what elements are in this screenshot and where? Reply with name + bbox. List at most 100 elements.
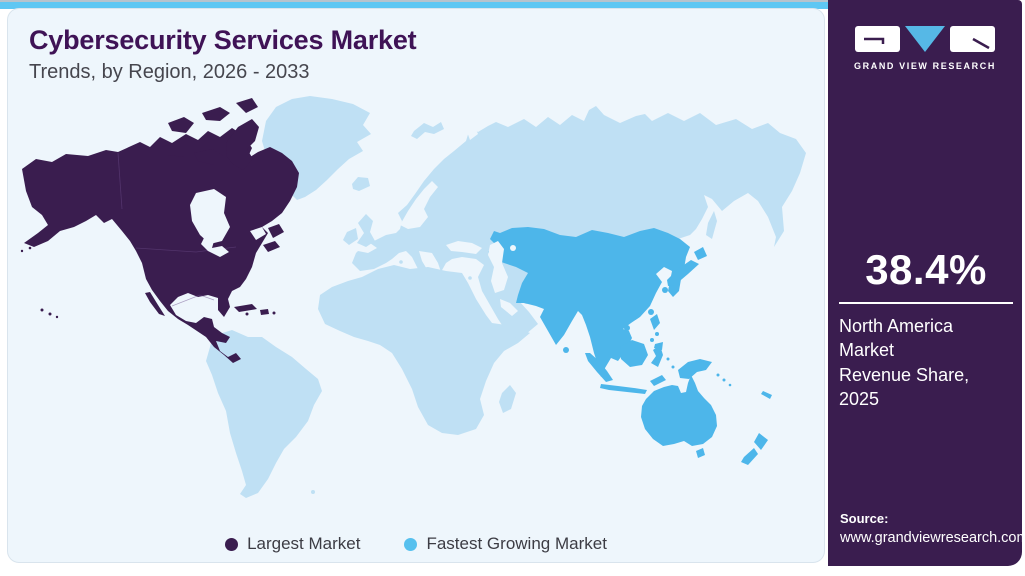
apac-mainland <box>488 227 690 377</box>
victoria-island <box>194 149 224 165</box>
baltic-sea <box>400 181 438 229</box>
brand-logo: GRAND VIEW RESEARCH <box>828 26 1022 71</box>
philippines-palawan <box>650 338 654 342</box>
caspian-sea <box>488 241 508 293</box>
arctic-island-1 <box>168 117 194 133</box>
puerto-rico <box>272 311 276 315</box>
africa <box>318 265 530 435</box>
cyprus <box>468 276 472 280</box>
south-america <box>206 330 322 498</box>
sumatra <box>585 353 613 382</box>
logo-g-mark <box>864 37 885 44</box>
white-sea <box>466 125 478 140</box>
legend-item-largest: Largest Market <box>225 534 360 554</box>
stat-label-line1: North America Market <box>839 316 954 361</box>
solomons-3 <box>728 383 732 387</box>
uk <box>357 214 375 247</box>
logo-r-block <box>950 26 995 52</box>
nz-south-island <box>741 448 758 465</box>
region-rest-of-world <box>206 96 806 498</box>
region-asia-pacific <box>488 227 772 465</box>
baffin-island <box>226 119 259 170</box>
source-label: Source: <box>840 511 889 526</box>
baja-california <box>145 292 165 316</box>
legend-label-fastest: Fastest Growing Market <box>426 534 607 553</box>
sakhalin <box>706 211 717 239</box>
borneo <box>620 340 648 367</box>
hudson-bay <box>190 189 230 244</box>
jamaica <box>245 312 249 316</box>
aleutian-1 <box>28 246 32 250</box>
region-north-america <box>20 98 299 363</box>
new-guinea <box>678 359 712 379</box>
page-title: Cybersecurity Services Market <box>29 25 417 55</box>
stat-label-line2: Revenue Share, 2025 <box>839 364 970 409</box>
nova-scotia <box>263 241 280 252</box>
legend: Largest Market Fastest Growing Market <box>8 534 824 554</box>
hawaii-1 <box>40 308 44 312</box>
philippines-visayas <box>655 332 659 336</box>
legend-label-largest: Largest Market <box>247 534 361 553</box>
solomons-1 <box>716 373 720 377</box>
eurasia <box>352 106 806 339</box>
svalbard <box>411 122 444 139</box>
hawaii-2 <box>48 312 52 316</box>
stat-label: North America Market Revenue Share, 2025 <box>839 314 1013 411</box>
japan-kyushu <box>662 287 668 293</box>
legend-item-fastest: Fastest Growing Market <box>404 534 607 554</box>
taiwan <box>648 309 654 315</box>
gvr-logo-icon <box>828 26 1022 52</box>
stat-divider <box>839 302 1013 304</box>
gulf-st-lawrence <box>250 227 266 240</box>
north-america-mainland <box>22 128 299 363</box>
great-lakes <box>201 238 229 257</box>
source-block: Source: www.grandviewresearch.com <box>840 511 1025 546</box>
hawaii-3 <box>55 315 59 319</box>
lake-balkhash <box>510 245 516 251</box>
stat-value: 38.4% <box>865 246 987 293</box>
persian-gulf <box>500 299 518 316</box>
world-map <box>20 96 806 498</box>
nz-north-island <box>754 433 768 450</box>
philippines-luzon <box>650 314 660 330</box>
moluccas-1 <box>666 357 670 361</box>
ellesmere <box>236 98 258 113</box>
logo-g-block <box>855 26 900 52</box>
hispaniola <box>260 309 269 315</box>
madagascar <box>499 385 516 413</box>
australia <box>641 375 717 446</box>
sidebar: GRAND VIEW RESEARCH 38.4% North America … <box>828 0 1025 566</box>
japan-hokkaido <box>694 247 707 260</box>
new-caledonia <box>761 391 772 399</box>
sardinia <box>398 268 404 274</box>
corsica <box>399 260 403 264</box>
source-url: www.grandviewresearch.com <box>840 530 1025 546</box>
legend-dot-fastest <box>404 537 418 551</box>
tasmania <box>696 448 705 458</box>
top-accent-bar <box>0 0 828 9</box>
sulawesi <box>651 345 663 367</box>
solomons-2 <box>722 378 726 382</box>
falklands <box>311 490 315 494</box>
newfoundland <box>268 224 284 238</box>
legend-dot-largest <box>225 537 239 551</box>
inland-waters <box>190 125 518 316</box>
page-subtitle: Trends, by Region, 2026 - 2033 <box>29 61 310 83</box>
timor <box>650 375 666 386</box>
sicily <box>411 279 417 285</box>
iceland <box>352 177 370 191</box>
java <box>600 384 647 394</box>
hainan <box>624 325 630 331</box>
aleutian-2 <box>20 249 24 253</box>
japan-honshu <box>667 260 699 286</box>
black-sea <box>446 241 482 254</box>
logo-r-mark <box>972 37 990 50</box>
banks-island <box>162 141 192 157</box>
brand-name: GRAND VIEW RESEARCH <box>854 61 996 71</box>
cuba <box>234 304 257 312</box>
stat-block: 38.4% North America Market Revenue Share… <box>839 246 1013 411</box>
crete <box>444 283 453 288</box>
map-panel: Cybersecurity Services Market Trends, by… <box>7 8 825 563</box>
logo-v-triangle <box>905 26 945 52</box>
moluccas-2 <box>671 365 675 369</box>
